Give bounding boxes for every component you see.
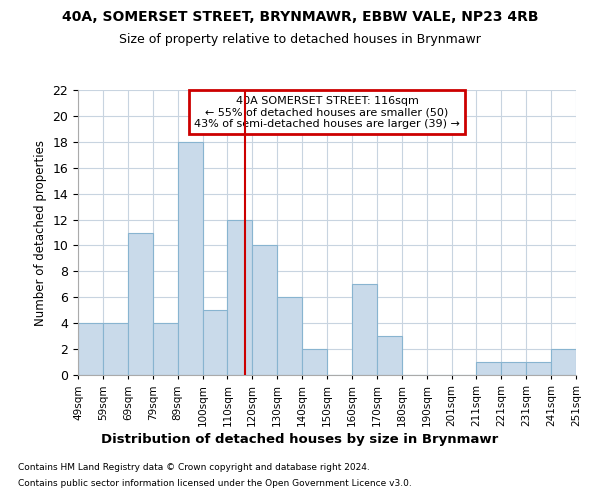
Bar	[526, 362, 551, 375]
Bar	[476, 362, 502, 375]
Bar	[203, 310, 227, 375]
Bar	[377, 336, 402, 375]
Bar	[302, 349, 327, 375]
Text: Contains HM Land Registry data © Crown copyright and database right 2024.: Contains HM Land Registry data © Crown c…	[18, 464, 370, 472]
Bar	[502, 362, 526, 375]
Bar	[128, 232, 153, 375]
Bar	[253, 246, 277, 375]
Text: Contains public sector information licensed under the Open Government Licence v3: Contains public sector information licen…	[18, 478, 412, 488]
Bar	[152, 323, 178, 375]
Bar	[551, 349, 576, 375]
Bar	[227, 220, 253, 375]
Text: 40A, SOMERSET STREET, BRYNMAWR, EBBW VALE, NP23 4RB: 40A, SOMERSET STREET, BRYNMAWR, EBBW VAL…	[62, 10, 538, 24]
Bar	[103, 323, 128, 375]
Text: Distribution of detached houses by size in Brynmawr: Distribution of detached houses by size …	[101, 432, 499, 446]
Bar	[178, 142, 203, 375]
Text: Size of property relative to detached houses in Brynmawr: Size of property relative to detached ho…	[119, 32, 481, 46]
Bar	[277, 298, 302, 375]
Y-axis label: Number of detached properties: Number of detached properties	[34, 140, 47, 326]
Bar	[352, 284, 377, 375]
Text: 40A SOMERSET STREET: 116sqm
← 55% of detached houses are smaller (50)
43% of sem: 40A SOMERSET STREET: 116sqm ← 55% of det…	[194, 96, 460, 129]
Bar	[78, 323, 103, 375]
